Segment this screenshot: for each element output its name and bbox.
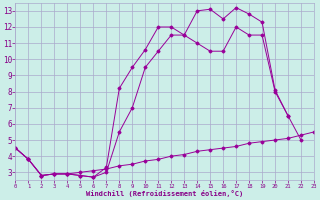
X-axis label: Windchill (Refroidissement éolien,°C): Windchill (Refroidissement éolien,°C) bbox=[86, 190, 244, 197]
